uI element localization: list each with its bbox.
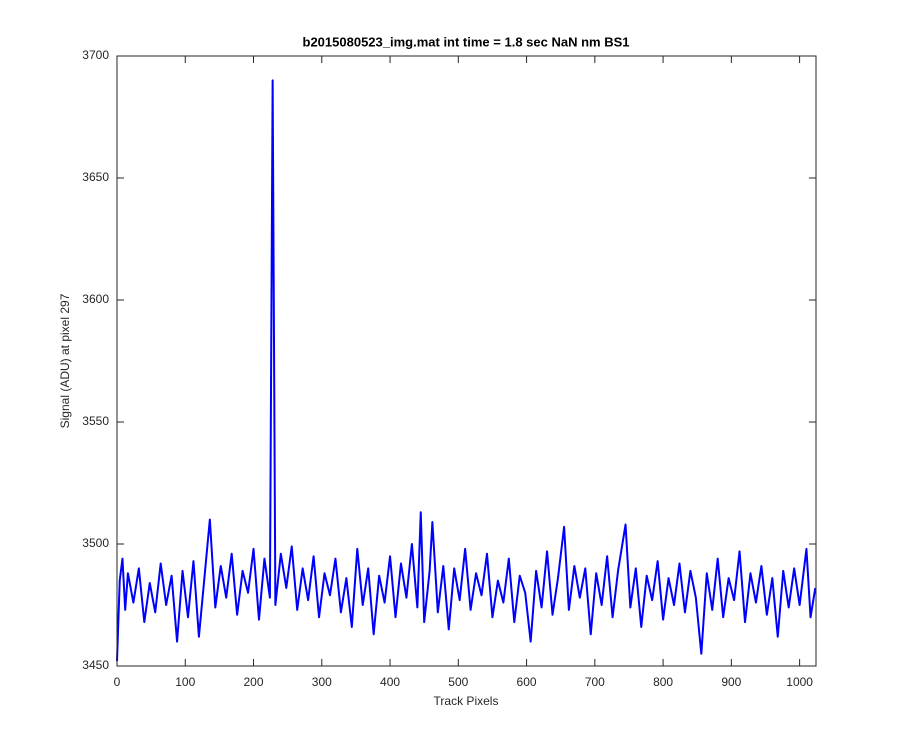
x-tick-label: 700 bbox=[585, 675, 605, 689]
y-tick-label: 3600 bbox=[82, 292, 109, 306]
y-tick-label: 3500 bbox=[82, 536, 109, 550]
plot-frame bbox=[116, 55, 817, 667]
x-tick-label: 800 bbox=[653, 675, 673, 689]
y-axis-label: Signal (ADU) at pixel 297 bbox=[58, 293, 72, 428]
y-tick-label: 3650 bbox=[82, 170, 109, 184]
y-tick-label: 3700 bbox=[82, 48, 109, 62]
x-tick-label: 200 bbox=[244, 675, 264, 689]
x-tick-label: 300 bbox=[312, 675, 332, 689]
x-tick-label: 400 bbox=[380, 675, 400, 689]
y-tick-label: 3550 bbox=[82, 414, 109, 428]
data-line bbox=[116, 79, 817, 662]
chart-title: b2015080523_img.mat int time = 1.8 sec N… bbox=[303, 34, 630, 49]
x-tick-label: 1000 bbox=[786, 675, 813, 689]
x-tick-label: 600 bbox=[517, 675, 537, 689]
y-tick-label: 3450 bbox=[82, 658, 109, 672]
x-tick-label: 500 bbox=[448, 675, 468, 689]
x-tick-label: 0 bbox=[114, 675, 121, 689]
x-tick-label: 900 bbox=[721, 675, 741, 689]
x-tick-label: 100 bbox=[175, 675, 195, 689]
x-axis-label: Track Pixels bbox=[434, 694, 499, 708]
